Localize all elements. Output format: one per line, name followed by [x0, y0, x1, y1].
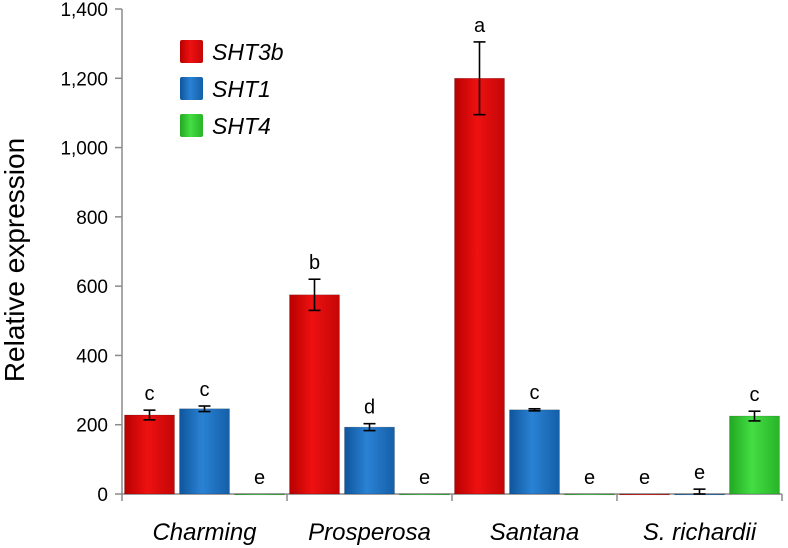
x-category-label: Santana [490, 519, 579, 546]
significance-label: b [309, 252, 320, 274]
significance-label: e [584, 467, 595, 489]
significance-label: d [364, 397, 375, 419]
bar [399, 493, 450, 496]
y-tick-label: 600 [76, 277, 108, 298]
legend-swatch [180, 77, 203, 100]
bar [619, 493, 670, 496]
bar [729, 415, 780, 495]
legend-label: SHT1 [212, 76, 271, 102]
y-tick-label: 0 [97, 485, 108, 506]
bar [564, 493, 615, 496]
significance-label: e [639, 467, 650, 489]
legend-label: SHT4 [212, 113, 271, 139]
significance-label: e [419, 467, 430, 489]
y-tick-label: 1,000 [60, 139, 108, 160]
legend-swatch [180, 114, 203, 137]
y-axis: 0 200 400 600 800 1,000 1,200 1,400 [60, 0, 123, 506]
bar [234, 493, 285, 496]
significance-label: e [694, 462, 705, 484]
significance-label: c [200, 379, 210, 401]
x-category-label: Charming [152, 519, 257, 546]
y-tick-label: 200 [76, 416, 108, 437]
significance-label: a [474, 15, 486, 37]
significance-label: c [750, 384, 760, 406]
bar [344, 426, 395, 495]
x-axis: Charming Prosperosa Santana S. richardii [121, 493, 783, 546]
significance-label: c [530, 382, 540, 404]
bar [124, 414, 175, 495]
bar [179, 408, 230, 495]
bars: c b a e c d c e e e e c [124, 15, 780, 496]
y-tick-label: 1,200 [60, 69, 108, 90]
y-tick-label: 400 [76, 346, 108, 367]
significance-label: e [254, 467, 265, 489]
bar [509, 409, 560, 495]
significance-label: c [145, 383, 155, 405]
bar [454, 77, 505, 495]
legend-label: SHT3b [212, 39, 284, 65]
y-tick-label: 1,400 [60, 0, 108, 21]
legend-swatch [180, 40, 203, 63]
y-tick-label: 800 [76, 208, 108, 229]
legend: SHT3b SHT1 SHT4 [180, 39, 284, 139]
bar [289, 294, 340, 495]
y-axis-label: Relative expression [0, 138, 30, 382]
x-category-label: Prosperosa [308, 519, 431, 546]
x-category-label: S. richardii [643, 519, 757, 546]
